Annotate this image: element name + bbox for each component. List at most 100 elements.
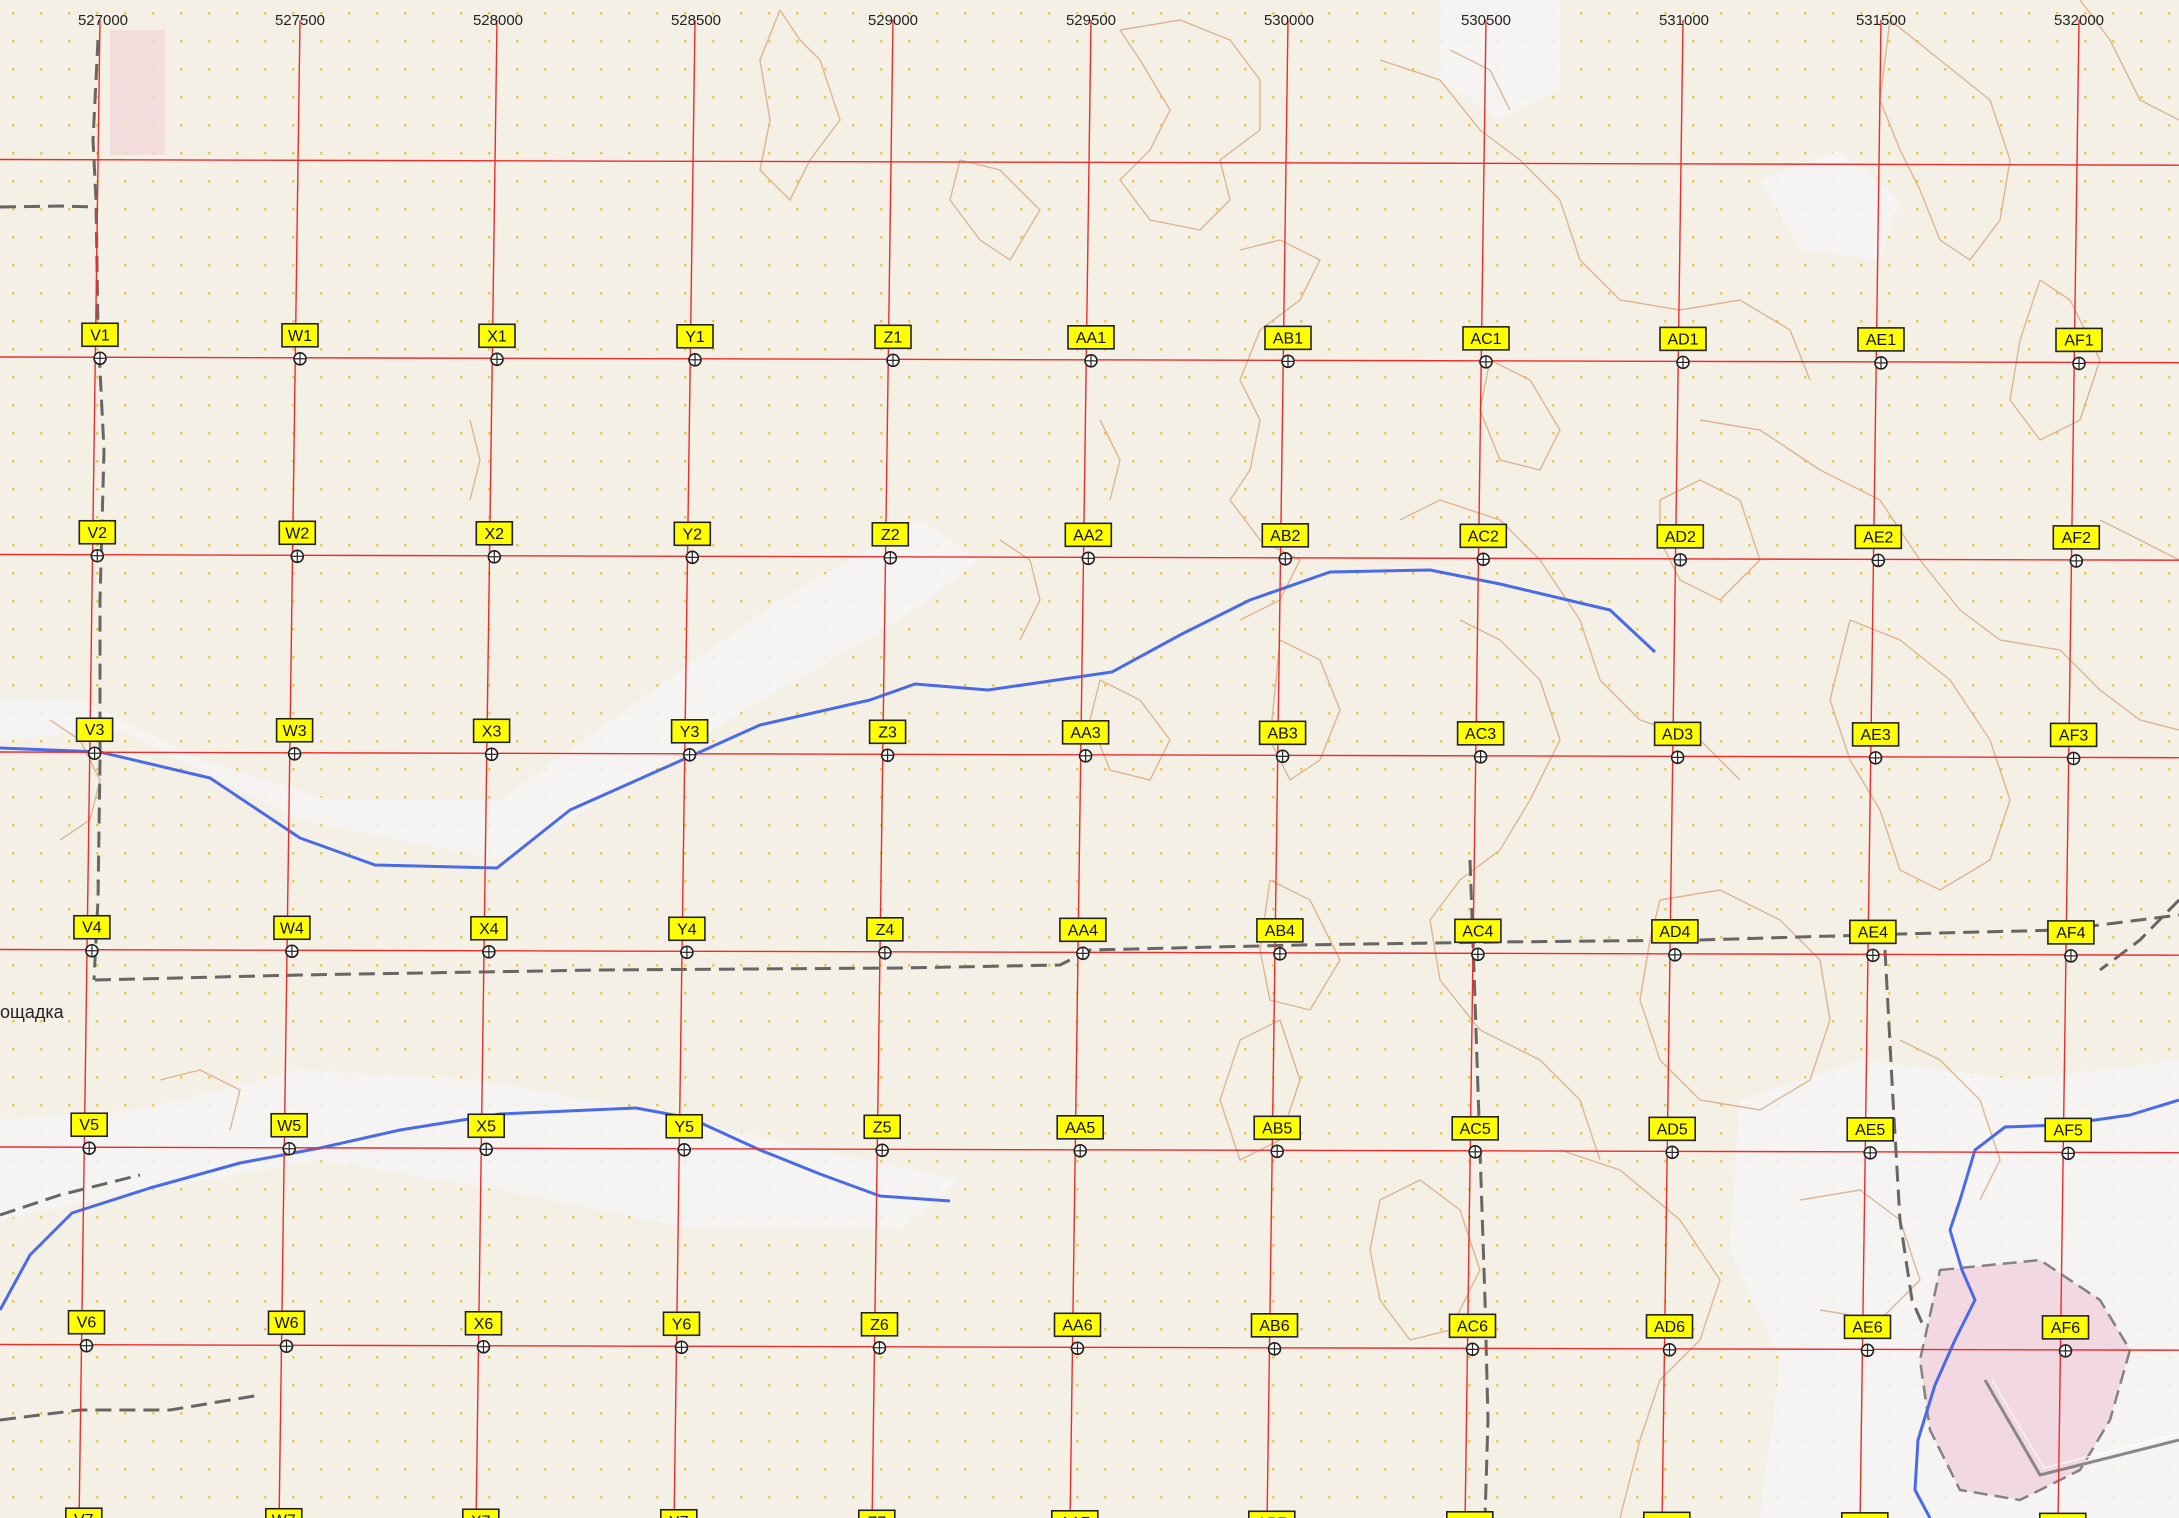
- cell-label[interactable]: AE1: [1857, 327, 1905, 352]
- grid-node[interactable]: [282, 1141, 297, 1156]
- grid-node[interactable]: [2069, 554, 2084, 568]
- grid-node[interactable]: [285, 944, 299, 959]
- cell-label[interactable]: AC4: [1454, 918, 1502, 944]
- grid-node[interactable]: [886, 353, 900, 368]
- cell-label[interactable]: X7: [461, 1508, 500, 1518]
- cell-label[interactable]: X6: [464, 1310, 503, 1336]
- grid-node[interactable]: [1275, 749, 1290, 764]
- grid-node[interactable]: [674, 1340, 689, 1355]
- cell-label[interactable]: V5: [70, 1112, 108, 1138]
- cell-label[interactable]: Z4: [866, 917, 904, 942]
- grid-node[interactable]: [1078, 749, 1093, 763]
- cell-label[interactable]: AD5: [1648, 1116, 1696, 1142]
- grid-node[interactable]: [1871, 553, 1886, 568]
- cell-label[interactable]: V3: [75, 717, 114, 743]
- grid-node[interactable]: [680, 945, 694, 960]
- cell-label[interactable]: X3: [472, 718, 511, 744]
- grid-node[interactable]: [82, 1141, 96, 1156]
- cell-label[interactable]: AE4: [1849, 919, 1897, 945]
- place-label[interactable]: ощадка: [0, 1002, 65, 1022]
- cell-label[interactable]: AA1: [1067, 325, 1115, 350]
- grid-node[interactable]: [880, 748, 895, 763]
- cell-label[interactable]: AF3: [2049, 722, 2098, 748]
- cell-label[interactable]: AB7: [1248, 1510, 1296, 1518]
- cell-label[interactable]: AA3: [1061, 720, 1110, 745]
- cell-label[interactable]: AD7: [1643, 1511, 1691, 1518]
- grid-node[interactable]: [2066, 751, 2081, 766]
- cell-label[interactable]: X4: [470, 915, 508, 941]
- grid-node[interactable]: [1278, 552, 1293, 566]
- cell-label[interactable]: AF1: [2055, 327, 2103, 353]
- cell-label[interactable]: AC3: [1456, 721, 1505, 746]
- cell-label[interactable]: Z5: [863, 1114, 902, 1140]
- grid-node[interactable]: [875, 1143, 890, 1158]
- grid-node[interactable]: [685, 550, 700, 565]
- grid-node[interactable]: [1281, 354, 1295, 369]
- cell-label[interactable]: AF2: [2052, 525, 2101, 550]
- cell-label[interactable]: X5: [467, 1113, 506, 1139]
- grid-node[interactable]: [1270, 1144, 1284, 1159]
- cell-label[interactable]: AE5: [1846, 1117, 1894, 1142]
- cell-label[interactable]: Z7: [857, 1509, 896, 1518]
- cell-label[interactable]: Y2: [673, 521, 712, 547]
- cell-label[interactable]: AF5: [2044, 1117, 2092, 1143]
- cell-label[interactable]: AA2: [1064, 522, 1113, 548]
- grid-node[interactable]: [1267, 1342, 1282, 1356]
- grid-node[interactable]: [2072, 356, 2086, 371]
- cell-label[interactable]: AE6: [1843, 1314, 1892, 1340]
- grid-node[interactable]: [878, 946, 892, 960]
- grid-node[interactable]: [290, 549, 305, 564]
- cell-label[interactable]: W5: [270, 1112, 309, 1138]
- grid-node[interactable]: [1473, 750, 1488, 764]
- grid-node[interactable]: [1860, 1343, 1875, 1358]
- cell-label[interactable]: AB1: [1264, 325, 1312, 351]
- grid-node[interactable]: [872, 1340, 887, 1355]
- cell-label[interactable]: AB6: [1250, 1313, 1299, 1338]
- cell-label[interactable]: AD6: [1645, 1314, 1694, 1339]
- grid-node[interactable]: [1471, 947, 1485, 962]
- cell-label[interactable]: Y4: [668, 916, 706, 942]
- cell-label[interactable]: V4: [73, 914, 111, 940]
- grid-node[interactable]: [85, 943, 99, 958]
- cell-label[interactable]: V6: [67, 1309, 106, 1335]
- grid-node[interactable]: [677, 1142, 692, 1157]
- cell-label[interactable]: W1: [281, 322, 319, 348]
- grid-node[interactable]: [2061, 1146, 2075, 1161]
- cell-label[interactable]: AC6: [1448, 1313, 1497, 1339]
- grid-node[interactable]: [1476, 552, 1491, 567]
- grid-node[interactable]: [90, 548, 105, 563]
- grid-node[interactable]: [1676, 355, 1690, 370]
- grid-node[interactable]: [1668, 948, 1682, 962]
- grid-node[interactable]: [1662, 1343, 1677, 1357]
- cell-label[interactable]: V2: [78, 519, 117, 545]
- grid-node[interactable]: [1670, 750, 1685, 765]
- grid-node[interactable]: [1465, 1342, 1480, 1357]
- cell-label[interactable]: AF4: [2047, 920, 2095, 945]
- cell-label[interactable]: W7: [264, 1507, 303, 1518]
- cell-label[interactable]: AF6: [2041, 1315, 2090, 1340]
- grid-node[interactable]: [479, 1142, 494, 1157]
- grid-node[interactable]: [476, 1339, 491, 1354]
- cell-label[interactable]: AF7: [2039, 1512, 2087, 1518]
- cell-label[interactable]: Z1: [874, 324, 912, 350]
- grid-node[interactable]: [1073, 1144, 1087, 1158]
- grid-node[interactable]: [2058, 1344, 2073, 1358]
- grid-node[interactable]: [1479, 355, 1493, 369]
- cell-label[interactable]: Y7: [659, 1508, 698, 1518]
- cell-label[interactable]: AC7: [1446, 1511, 1494, 1518]
- grid-node[interactable]: [1070, 1341, 1085, 1356]
- grid-node[interactable]: [487, 549, 502, 564]
- cell-label[interactable]: X2: [475, 520, 514, 546]
- cell-label[interactable]: V1: [81, 322, 119, 348]
- cell-label[interactable]: AD2: [1656, 524, 1705, 549]
- cell-label[interactable]: AD1: [1659, 326, 1707, 352]
- grid-node[interactable]: [293, 351, 307, 366]
- grid-node[interactable]: [287, 746, 302, 761]
- cell-label[interactable]: AD4: [1651, 919, 1699, 944]
- grid-node[interactable]: [1673, 553, 1688, 567]
- cell-label[interactable]: W3: [275, 717, 314, 743]
- cell-label[interactable]: W4: [273, 915, 311, 941]
- cell-label[interactable]: AC5: [1451, 1116, 1499, 1141]
- grid-node[interactable]: [1273, 947, 1287, 961]
